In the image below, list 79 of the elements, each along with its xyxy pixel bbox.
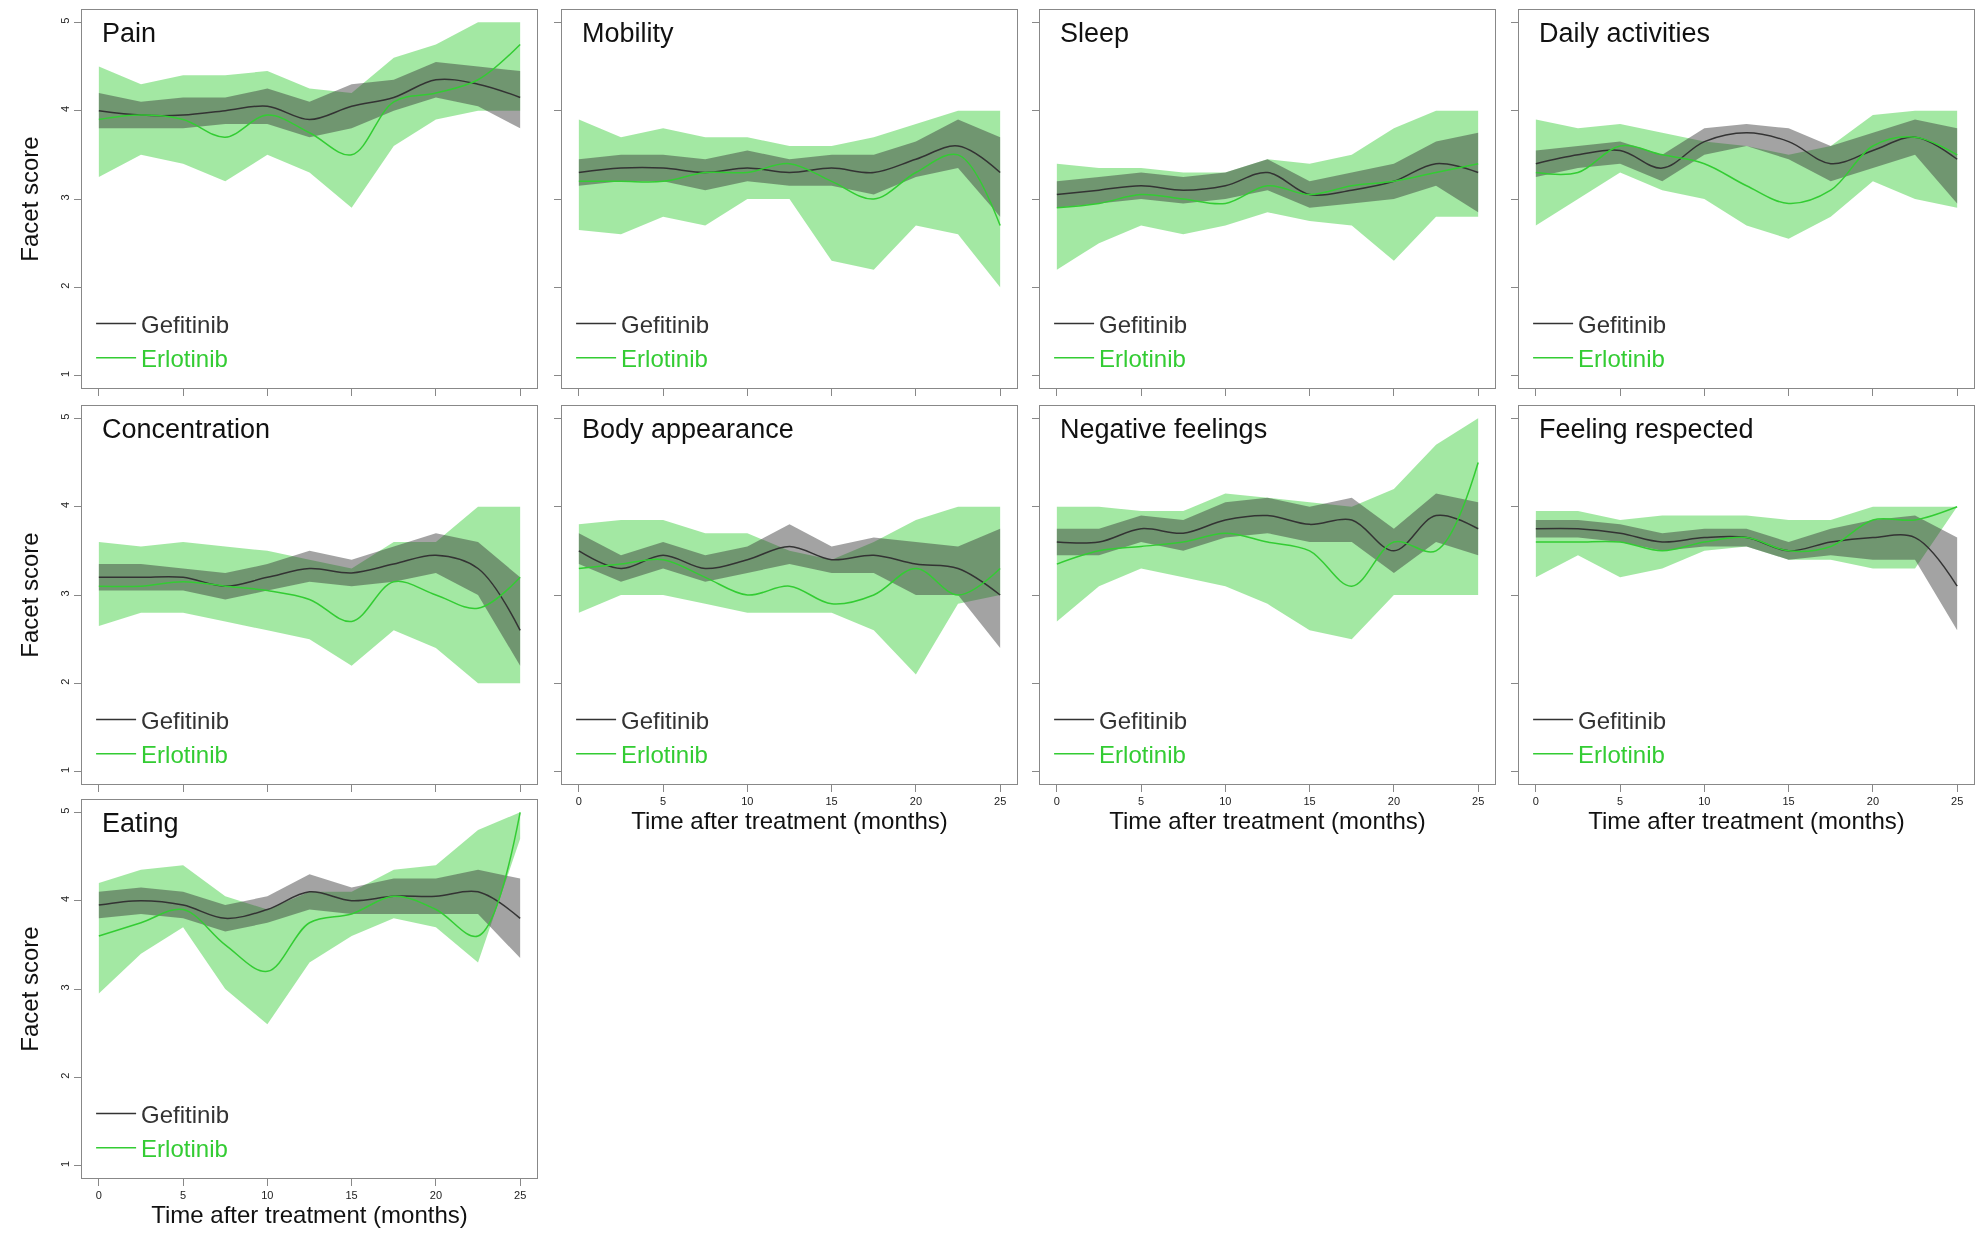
x-tick-label: 20 [909,795,923,808]
chart-title: Daily activities [1539,18,1711,48]
y-tick-label: 1 [59,370,72,378]
chart-title: Concentration [102,414,271,444]
line-series [98,78,521,121]
x-tick-label: 15 [345,1189,358,1202]
line-series [98,554,521,632]
x-tick-label: 10 [1219,795,1232,808]
y-tick-label: 4 [59,105,72,113]
legend-label: Gefitinib [1099,310,1188,338]
legend-label: Erlotinib [621,741,708,769]
legend-label: Gefitinib [621,706,710,734]
chart-title: Sleep [1060,18,1130,48]
y-tick-label: 4 [59,895,72,903]
x-tick-label: 25 [1951,795,1964,808]
line-series [98,890,521,920]
chart-title: Body appearance [582,414,794,444]
legend-label: Erlotinib [141,741,228,769]
x-tick-label: 5 [180,1189,187,1202]
legend-label: Erlotinib [1578,345,1665,373]
x-tick-label: 0 [95,1189,102,1202]
legend-label: Gefitinib [1578,310,1667,338]
x-tick-label: 20 [1387,795,1401,808]
y-axis-title: Facet score [15,136,43,262]
x-tick-label: 0 [1053,795,1060,808]
x-tick-label: 25 [1472,795,1485,808]
y-tick-label: 2 [59,678,72,685]
x-tick-label: 20 [429,1189,443,1202]
x-tick-label: 15 [1782,795,1795,808]
x-tick-label: 25 [514,1189,527,1202]
chart-title: Feeling respected [1539,414,1754,444]
y-tick-label: 1 [59,1160,72,1168]
y-tick-label: 2 [59,1072,72,1079]
x-tick-label: 5 [1617,795,1624,808]
x-tick-label: 10 [741,795,754,808]
y-tick-label: 3 [59,984,72,991]
legend-label: Erlotinib [141,1135,228,1163]
x-axis-title: Time after treatment (months) [631,807,948,835]
chart-title: Eating [102,808,179,838]
y-tick-label: 3 [59,194,72,201]
legend-label: Erlotinib [1578,741,1665,769]
legend-label: Gefitinib [141,706,230,734]
y-tick-label: 5 [59,413,72,420]
y-tick-label: 5 [59,807,72,814]
chart-title: Negative feelings [1060,414,1268,444]
legend-label: Gefitinib [1578,706,1667,734]
legend-label: Gefitinib [1099,706,1188,734]
legend-label: Gefitinib [141,1100,230,1128]
chart-title: Mobility [582,18,675,48]
x-tick-label: 15 [825,795,838,808]
x-tick-label: 25 [994,795,1007,808]
legend-label: Gefitinib [621,310,710,338]
x-tick-label: 10 [261,1189,274,1202]
x-tick-label: 0 [575,795,582,808]
x-tick-label: 5 [660,795,667,808]
y-tick-label: 3 [59,590,72,597]
y-tick-label: 5 [59,17,72,24]
legend-label: Erlotinib [621,345,708,373]
x-axis-title: Time after treatment (months) [1109,807,1426,835]
x-axis-title: Time after treatment (months) [151,1201,468,1229]
y-tick-label: 4 [59,501,72,509]
y-tick-label: 1 [59,766,72,774]
line-series [98,811,521,973]
line-series [98,43,521,156]
x-axis-title: Time after treatment (months) [1588,807,1905,835]
y-axis-title: Facet score [15,926,43,1052]
legend-label: Erlotinib [1099,741,1186,769]
x-tick-label: 15 [1303,795,1316,808]
legend-label: Erlotinib [141,345,228,373]
x-tick-label: 5 [1138,795,1145,808]
y-axis-title: Facet score [15,532,43,658]
x-tick-label: 10 [1698,795,1711,808]
x-tick-label: 20 [1866,795,1880,808]
legend-label: Erlotinib [1099,345,1186,373]
chart-title: Pain [102,18,157,48]
line-series [98,576,521,623]
legend-label: Gefitinib [141,310,230,338]
y-tick-label: 2 [59,282,72,289]
x-tick-label: 0 [1532,795,1539,808]
